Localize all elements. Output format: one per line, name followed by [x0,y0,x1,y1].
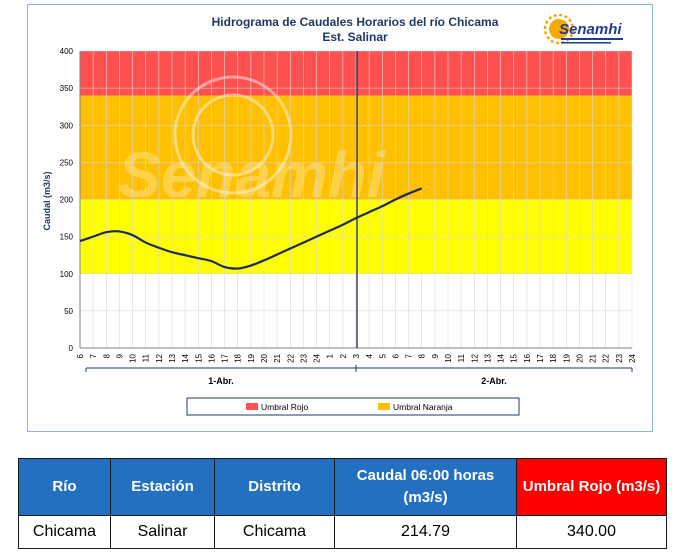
x-tick-label: 3 [352,353,361,358]
senamhi-watermark: Senamhi [118,139,386,211]
x-tick-label: 14 [181,353,190,362]
chart-subtitle: Est. Salinar [322,30,388,44]
cell-caudal: 214.79 [334,515,517,549]
header-distrito: Distrito [214,458,335,516]
header-estacion: Estación [110,458,215,516]
x-tick-label: 17 [221,353,230,362]
y-tick-label: 400 [60,47,74,56]
x-tick-label: 20 [575,353,584,362]
x-tick-label: 9 [431,353,440,358]
chart-legend: Umbral Rojo Umbral Naranja [186,397,520,416]
x-tick-label: 11 [142,353,151,362]
header-rio: Río [18,458,111,516]
x-tick-label: 15 [510,353,519,362]
y-tick-label: 350 [60,84,74,93]
logo-underline-2 [561,42,611,44]
day-label-1: 1-Abr. [208,376,234,386]
y-tick-label: 200 [60,196,74,205]
cell-distrito: Chicama [214,515,335,549]
x-tick-label: 23 [615,353,624,362]
x-tick-label: 24 [628,353,637,362]
sun-watermark-icon [173,75,293,195]
x-tick-label: 14 [497,353,506,362]
flow-data-table: Río Estación Distrito Caudal 06:00 horas… [18,458,667,549]
chart-frame: Senamhi 0 50 100 150 200 250 300 350 400 6 7 8 9 10 11… [27,4,653,432]
chart-title: Hidrograma de Caudales Horarios del río … [212,15,499,29]
legend-label-0: Umbral Rojo [261,402,309,412]
y-tick-label: 100 [60,270,74,279]
x-tick-label: 16 [523,353,532,362]
y-tick-label: 300 [60,121,74,130]
logo-underline [561,38,623,40]
header-caudal: Caudal 06:00 horas (m3/s) [334,458,517,516]
x-tick-label: 24 [313,353,322,362]
x-tick-label: 23 [299,353,308,362]
senamhi-sun-icon [543,13,575,45]
x-tick-label: 21 [273,353,282,362]
caudal-series-line [79,187,423,270]
cell-umbral-rojo: 340.00 [516,515,667,549]
y-tick-label: 50 [64,307,73,316]
legend-swatch-1 [378,403,390,410]
day-label-2: 2-Abr. [481,376,507,386]
x-tick-label: 15 [194,353,203,362]
x-tick-label: 12 [155,353,164,362]
x-tick-label: 16 [207,353,216,362]
y-axis-label: Caudal (m3/s) [42,171,52,230]
x-tick-label: 22 [286,353,295,362]
x-tick-label: 18 [234,353,243,362]
x-tick-label: 13 [483,353,492,362]
x-tick-label: 22 [602,353,611,362]
x-tick-label: 18 [549,353,558,362]
x-tick-label: 4 [365,353,374,358]
senamhi-logo-text: Senamhi [559,21,622,38]
x-tick-label: 21 [589,353,598,362]
x-tick-label: 1 [326,353,335,358]
senamhi-logo: Senamhi [543,13,623,45]
header-umbral-rojo: Umbral Rojo (m3/s) [516,458,667,516]
legend-label-1: Umbral Naranja [393,402,453,412]
x-tick-label: 17 [536,353,545,362]
x-tick-label: 8 [102,353,111,358]
x-tick-label: 19 [562,353,571,362]
x-tick-label: 19 [247,353,256,362]
x-tick-label: 6 [76,353,85,358]
cell-estacion: Salinar [110,515,215,549]
legend-swatch-0 [246,403,258,410]
x-tick-label: 9 [115,353,124,358]
x-tick-label: 13 [168,353,177,362]
y-tick-label: 250 [60,158,74,167]
table-row: Chicama Salinar Chicama 214.79 340.00 [18,515,667,549]
cell-rio: Chicama [18,515,111,549]
table-header-row: Río Estación Distrito Caudal 06:00 horas… [18,458,667,516]
x-tick-label: 11 [457,353,466,362]
legend-box [186,397,520,416]
x-tick-label: 7 [405,353,414,358]
x-tick-label: 5 [378,353,387,358]
x-tick-label: 7 [89,353,98,358]
x-tick-label: 8 [418,353,427,358]
x-tick-label: 10 [444,353,453,362]
x-tick-label: 6 [391,353,400,358]
x-tick-label: 10 [129,353,138,362]
x-tick-label: 20 [260,353,269,362]
y-tick-label: 0 [69,344,74,353]
x-tick-label: 12 [470,353,479,362]
y-tick-label: 150 [60,233,74,242]
x-tick-label: 2 [339,353,348,358]
